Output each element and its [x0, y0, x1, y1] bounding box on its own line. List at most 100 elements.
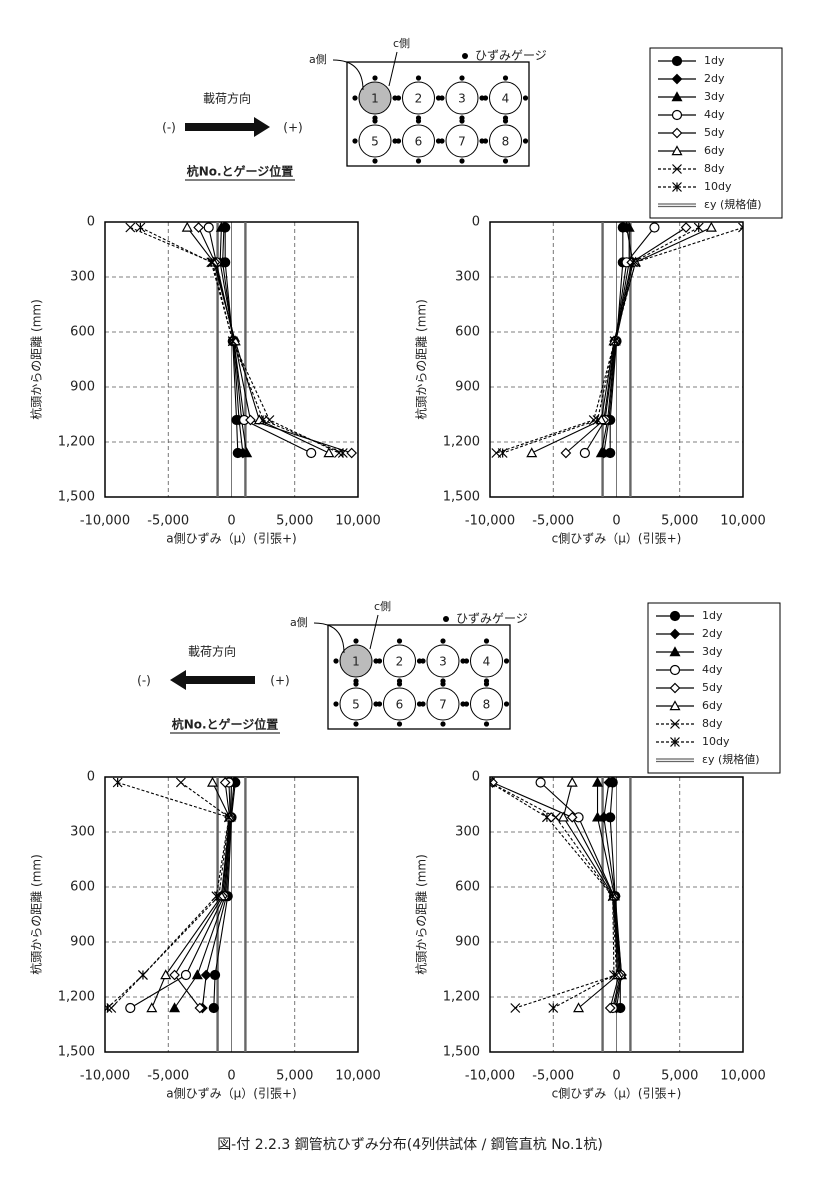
x-tick-label: -5,000: [147, 1069, 189, 1084]
legend-label: 8dy: [704, 162, 725, 175]
c-side-leader: [388, 51, 398, 87]
marker: [219, 777, 231, 788]
pile-layout-box: [346, 61, 530, 167]
marker: [206, 257, 217, 268]
y-axis-label: 杭頭からの距離 (mm): [29, 854, 44, 975]
gauge-dot: [440, 638, 446, 644]
y-tick-label: 900: [70, 935, 95, 950]
pile: [470, 687, 503, 721]
minus-label: (-): [137, 674, 151, 688]
y-tick-label: 900: [70, 380, 95, 395]
marker: [146, 1002, 158, 1013]
y-axis-label: 杭頭からの距離 (mm): [29, 299, 44, 420]
marker: [510, 1003, 521, 1013]
y-tick-label: 1,500: [443, 1045, 480, 1060]
marker: [241, 447, 253, 458]
x-tick-label: 10,000: [335, 514, 381, 529]
plot-area: [125, 222, 358, 459]
legend-label: 2dy: [702, 627, 723, 640]
gauge-dot: [353, 721, 359, 727]
gauge-dot: [415, 75, 422, 81]
gauge-dot: [415, 118, 422, 124]
y-tick-label: 600: [70, 325, 95, 340]
plot-frame: [489, 776, 744, 1053]
gauge-dot: [483, 721, 490, 727]
y-tick-label: 0: [87, 770, 95, 785]
marker: [191, 969, 203, 980]
marker: [169, 1002, 181, 1013]
pile: [426, 644, 460, 678]
gauge-dot: [522, 138, 529, 144]
marker: [112, 777, 123, 788]
loading-direction-label: 載荷方向: [203, 91, 251, 106]
loading-arrow: [185, 117, 270, 137]
marker: [560, 447, 572, 459]
marker: [609, 970, 619, 980]
marker: [203, 222, 214, 233]
marker: [209, 969, 221, 981]
gauge-dot: [376, 658, 383, 664]
pile: [358, 124, 392, 158]
c-side-label: c側: [393, 37, 410, 50]
pile-number: 5: [352, 698, 360, 712]
pile: [470, 644, 503, 678]
marker: [738, 222, 743, 233]
marker: [672, 164, 682, 174]
chart: 0 300 600 900 1,200 1,500 -10,000 -5,000 0 5,000 1…: [29, 770, 381, 1101]
marker: [105, 1003, 113, 1013]
marker: [497, 448, 508, 458]
y-tick-label: 0: [472, 770, 480, 785]
marker: [566, 777, 578, 787]
figure-caption: 図-付 2.2.3 鋼管杭ひずみ分布(4列供試体 / 鋼管直杭 No.1杭): [217, 1136, 603, 1153]
marker: [211, 891, 222, 902]
legend-label: 4dy: [702, 663, 723, 676]
marker: [346, 447, 358, 459]
legend-label: 3dy: [704, 90, 725, 103]
pile-number: 5: [371, 135, 379, 149]
chart: 0 300 600 900 1,200 1,500 -10,000 -5,000 0 5,000 1…: [414, 215, 766, 546]
x-axis-label: a側ひずみ（μ）(引張+): [166, 532, 296, 546]
marker: [609, 336, 620, 347]
marker: [566, 811, 578, 823]
c-side-leader: [369, 614, 379, 650]
marker: [208, 1002, 219, 1014]
marker: [125, 222, 136, 233]
marker: [592, 777, 604, 787]
pile-layout-box: [327, 624, 511, 730]
pile-number: 7: [439, 698, 447, 712]
pile: [489, 81, 522, 115]
plot-area: [491, 222, 743, 459]
y-tick-label: 600: [455, 325, 480, 340]
gauge-dot: [522, 95, 529, 101]
pile: [383, 687, 416, 721]
loading-arrow: [170, 670, 255, 690]
pile-number: 1: [371, 92, 379, 106]
marker: [258, 415, 269, 425]
a-side-leader: [313, 622, 345, 654]
x-tick-label: 10,000: [720, 514, 766, 529]
marker: [671, 91, 683, 102]
y-tick-label: 1,500: [58, 490, 95, 505]
pile: [402, 81, 435, 115]
marker: [573, 1002, 585, 1013]
gauge-dot: [459, 118, 465, 124]
pile-number: 7: [458, 135, 466, 149]
gauge-dot: [439, 95, 445, 101]
minus-label: (-): [162, 121, 176, 135]
gauge-dot: [352, 95, 358, 101]
gauge-dot: [420, 701, 426, 707]
marker: [680, 222, 692, 233]
gauge-dot: [463, 701, 470, 707]
pile-number: 1: [352, 655, 360, 669]
gauge-dot: [396, 638, 403, 644]
marker: [588, 415, 599, 425]
plus-label: (+): [270, 674, 289, 688]
pile: [402, 124, 435, 158]
marker: [623, 222, 635, 232]
chart: 0 300 600 900 1,200 1,500 -10,000 -5,000 0 5,000 1…: [414, 770, 766, 1101]
marker: [604, 1002, 616, 1014]
x-tick-label: 5,000: [661, 1069, 698, 1084]
gauge-dot: [483, 638, 490, 644]
gauge-dot: [353, 638, 359, 644]
plot-area: [490, 777, 628, 1014]
